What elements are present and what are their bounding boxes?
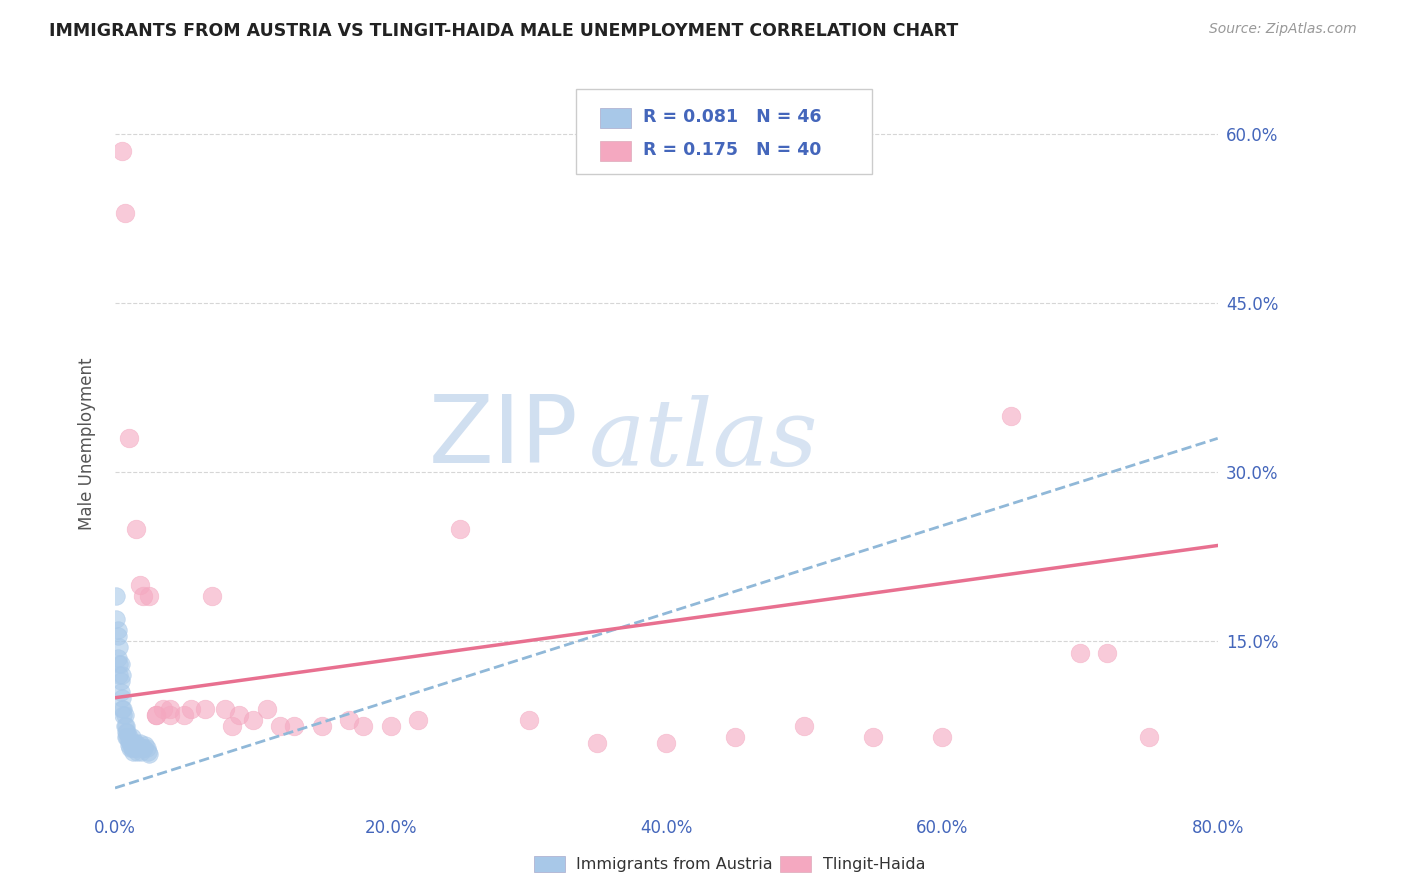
Point — [194, 702, 217, 716]
Point — [337, 714, 360, 728]
Point — [793, 719, 815, 733]
Text: Source: ZipAtlas.com: Source: ZipAtlas.com — [1209, 22, 1357, 37]
Point — [122, 736, 145, 750]
Point — [134, 738, 156, 752]
Point — [145, 707, 167, 722]
Point — [221, 719, 243, 733]
Point — [352, 719, 374, 733]
Point — [125, 522, 148, 536]
Point — [111, 144, 134, 158]
Point — [110, 657, 132, 671]
Point — [115, 719, 138, 733]
Point — [517, 714, 540, 728]
Point — [110, 685, 132, 699]
Point — [114, 206, 136, 220]
Text: R = 0.081   N = 46: R = 0.081 N = 46 — [643, 108, 821, 126]
Point — [115, 730, 138, 744]
Point — [380, 719, 402, 733]
Y-axis label: Male Unemployment: Male Unemployment — [79, 358, 96, 530]
Point — [180, 702, 202, 716]
Point — [118, 431, 141, 445]
Point — [105, 612, 128, 626]
Text: R = 0.175   N = 40: R = 0.175 N = 40 — [643, 141, 821, 159]
Point — [931, 730, 953, 744]
Point — [131, 741, 153, 756]
Point — [152, 702, 174, 716]
Point — [111, 668, 134, 682]
Text: Immigrants from Austria: Immigrants from Austria — [576, 857, 773, 871]
Point — [124, 741, 146, 756]
Point — [110, 673, 132, 688]
Point — [283, 719, 305, 733]
Point — [120, 736, 142, 750]
Point — [242, 714, 264, 728]
Point — [128, 578, 150, 592]
Point — [1137, 730, 1160, 744]
Point — [136, 745, 159, 759]
Point — [108, 668, 131, 682]
Point — [112, 707, 135, 722]
Point — [125, 741, 148, 756]
Point — [1097, 646, 1119, 660]
Point — [114, 707, 136, 722]
Point — [862, 730, 884, 744]
Point — [121, 730, 143, 744]
Point — [228, 707, 250, 722]
Point — [406, 714, 429, 728]
Point — [118, 730, 141, 744]
Point — [724, 730, 747, 744]
Point — [200, 589, 222, 603]
Point — [138, 589, 160, 603]
Point — [108, 657, 131, 671]
Text: ZIP: ZIP — [429, 391, 578, 483]
Point — [131, 589, 153, 603]
Text: atlas: atlas — [589, 395, 818, 485]
Point — [118, 738, 141, 752]
Point — [107, 623, 129, 637]
Point — [311, 719, 333, 733]
Point — [1000, 409, 1022, 423]
Point — [449, 522, 471, 536]
Point — [112, 702, 135, 716]
Text: IMMIGRANTS FROM AUSTRIA VS TLINGIT-HAIDA MALE UNEMPLOYMENT CORRELATION CHART: IMMIGRANTS FROM AUSTRIA VS TLINGIT-HAIDA… — [49, 22, 959, 40]
Point — [132, 741, 155, 756]
Point — [107, 651, 129, 665]
Point — [121, 741, 143, 756]
Point — [1069, 646, 1091, 660]
Point — [173, 707, 195, 722]
Point — [159, 702, 181, 716]
Point — [145, 707, 167, 722]
Point — [655, 736, 678, 750]
Point — [118, 733, 141, 747]
Point — [586, 736, 609, 750]
Point — [159, 707, 181, 722]
Point — [108, 640, 131, 654]
Point — [111, 702, 134, 716]
Point — [135, 741, 157, 756]
Point — [120, 741, 142, 756]
Point — [128, 736, 150, 750]
Point — [125, 736, 148, 750]
Point — [117, 724, 139, 739]
Point — [117, 730, 139, 744]
Point — [125, 738, 148, 752]
Point — [114, 719, 136, 733]
Point — [127, 741, 149, 756]
Point — [214, 702, 236, 716]
Point — [256, 702, 278, 716]
Point — [115, 724, 138, 739]
Point — [122, 745, 145, 759]
Point — [107, 629, 129, 643]
Point — [125, 745, 148, 759]
Point — [105, 589, 128, 603]
Point — [129, 745, 152, 759]
Point — [138, 747, 160, 761]
Point — [111, 690, 134, 705]
Text: Tlingit-Haida: Tlingit-Haida — [823, 857, 925, 871]
Point — [269, 719, 291, 733]
